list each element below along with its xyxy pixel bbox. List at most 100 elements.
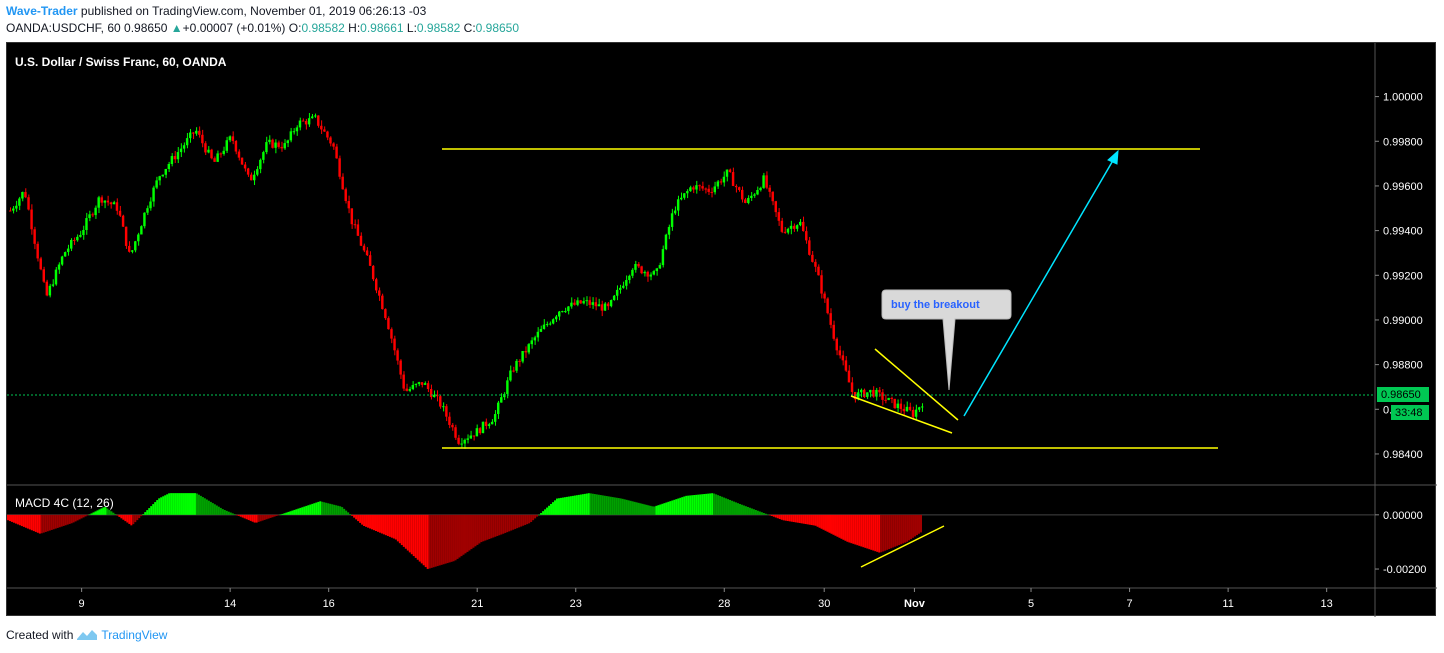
macd-bar <box>265 514 268 520</box>
macd-bar <box>337 505 340 515</box>
macd-bar <box>88 514 91 515</box>
macd-bar <box>772 514 775 517</box>
macd-bar <box>780 514 783 520</box>
candle-body <box>66 248 70 253</box>
macd-bar <box>637 502 640 515</box>
macd-bar <box>902 514 905 544</box>
candle-body <box>103 200 106 203</box>
macd-bar <box>66 514 69 525</box>
macd-bar <box>910 514 913 540</box>
macd-bar <box>450 514 453 562</box>
macd-bar <box>42 514 45 533</box>
macd-bar <box>160 497 163 515</box>
price-chart-title: U.S. Dollar / Swiss Franc, 60, OANDA <box>15 55 227 69</box>
time-tick-label: 14 <box>224 598 236 610</box>
macd-bar <box>116 514 119 516</box>
candle-body <box>911 409 915 417</box>
candle-body <box>765 175 768 188</box>
candle-body <box>179 148 183 153</box>
price-tick-label: 0.98400 <box>1383 449 1423 461</box>
macd-bar <box>542 511 545 515</box>
macd-bar <box>546 507 549 515</box>
macd-bar <box>299 507 302 515</box>
wedge-lower-line[interactable] <box>850 395 953 434</box>
macd-bar <box>848 514 851 543</box>
macd-bar <box>78 514 81 520</box>
chart-canvas[interactable]: buy the breakout 1.00000 0.99800 0.99600 0.… <box>7 43 1437 617</box>
macd-bar <box>607 496 610 515</box>
macd-bar <box>792 514 795 523</box>
candle-body <box>85 218 88 230</box>
macd-bar <box>158 498 161 515</box>
macd-bar <box>544 509 547 515</box>
macd-bar <box>225 510 228 515</box>
candle-body <box>253 174 256 181</box>
candle-body <box>317 115 320 126</box>
wedge-upper-line[interactable] <box>874 348 959 421</box>
macd-bar <box>695 494 698 515</box>
chart-container[interactable]: buy the breakout 1.00000 0.99800 0.99600 0.… <box>6 42 1437 617</box>
candle-body <box>426 383 430 389</box>
macd-bar <box>297 508 300 515</box>
candle-body <box>173 156 177 160</box>
macd-bar <box>273 514 276 517</box>
macd-bar <box>629 500 632 515</box>
macd-bar <box>259 514 262 522</box>
macd-bar <box>810 514 813 526</box>
macd-bar <box>231 513 234 515</box>
macd-tick-label: -0.00200 <box>1383 564 1426 576</box>
macd-bar <box>890 514 893 549</box>
macd-bar <box>309 504 312 515</box>
macd-bar <box>794 514 797 523</box>
candle-body <box>606 303 610 307</box>
candle-body <box>310 116 314 119</box>
macd-bar <box>44 514 47 532</box>
candle-body <box>619 287 622 290</box>
candle-body <box>240 157 244 165</box>
macd-bar <box>623 499 626 515</box>
macd-bar <box>456 514 459 559</box>
macd-bar <box>760 512 763 515</box>
macd-bar <box>882 514 885 552</box>
candle-body <box>384 309 387 319</box>
low-label: L: <box>406 21 417 35</box>
candle-body <box>844 360 848 371</box>
candle-body <box>588 300 591 305</box>
author-name[interactable]: Wave-Trader <box>6 4 78 18</box>
last-price: 0.98650 <box>124 21 168 35</box>
macd-bar <box>762 512 765 515</box>
candle-body <box>118 210 122 216</box>
projection-arrow-line[interactable] <box>963 156 1116 417</box>
candle-body <box>814 261 817 267</box>
candle-body <box>225 140 228 151</box>
callout-bubble[interactable] <box>881 289 1012 391</box>
candle-body <box>512 370 515 372</box>
macd-divergence-line[interactable] <box>860 525 945 568</box>
macd-bar <box>488 514 491 540</box>
macd-bar <box>733 501 736 515</box>
macd-bar <box>701 494 704 515</box>
macd-bar <box>458 514 461 558</box>
macd-bar <box>778 514 781 519</box>
macd-bar <box>705 493 708 515</box>
macd-bar <box>355 514 358 520</box>
macd-bar <box>40 514 43 534</box>
candle-body <box>237 151 241 158</box>
macd-bar <box>904 514 907 543</box>
macd-bar <box>452 514 455 562</box>
macd-bar <box>134 514 137 523</box>
candle-body <box>786 228 790 233</box>
macd-bar <box>10 514 13 522</box>
macd-bar <box>617 498 620 515</box>
candle-body <box>100 197 103 203</box>
macd-bar <box>742 505 745 515</box>
macd-bar <box>434 514 437 567</box>
macd-bar <box>561 497 564 515</box>
candle-body <box>707 188 710 192</box>
candle-body <box>283 143 286 149</box>
candle-body <box>680 197 683 200</box>
macd-bar <box>516 514 519 529</box>
macd-bar <box>808 514 811 525</box>
tradingview-brand[interactable]: TradingView <box>101 628 168 642</box>
candle-body <box>524 351 527 353</box>
